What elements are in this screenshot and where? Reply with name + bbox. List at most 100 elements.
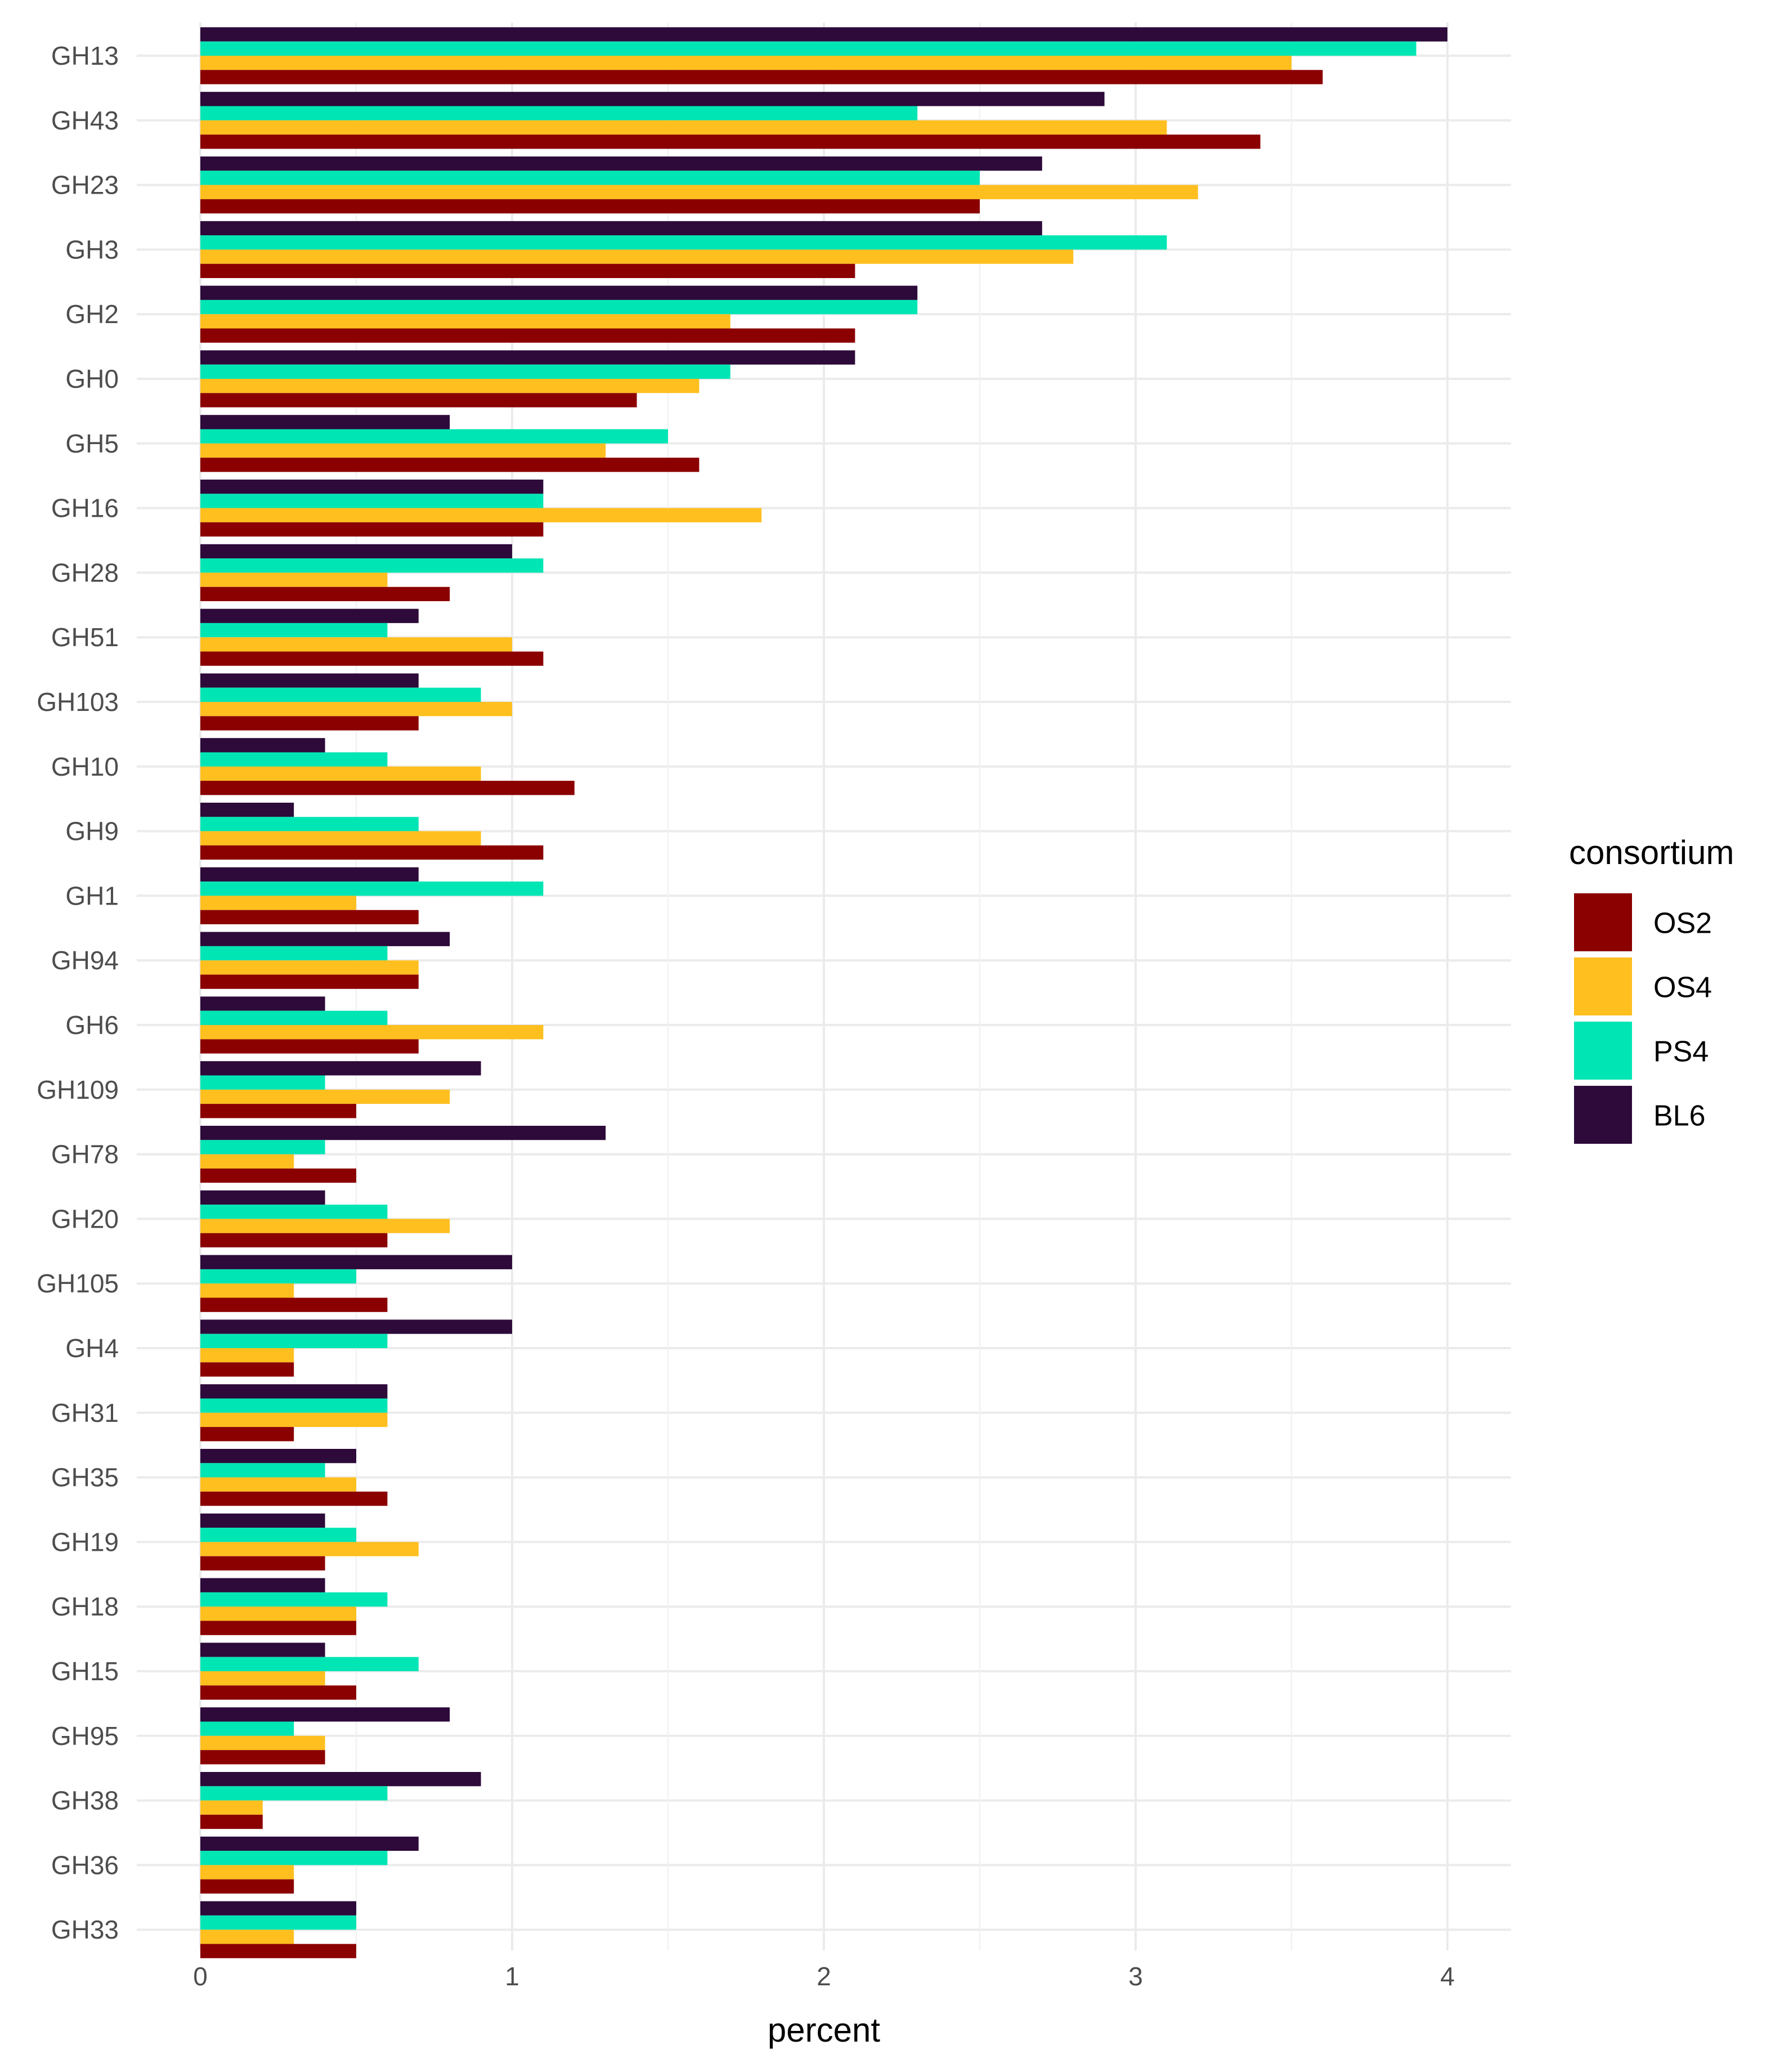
bar-os4-gh3 [200,249,1074,264]
bar-bl6-gh18 [200,1578,325,1592]
bar-os2-gh38 [200,1814,263,1829]
bar-os4-gh18 [200,1606,356,1621]
bar-ps4-gh1 [200,881,544,896]
bar-ps4-gh28 [200,558,544,573]
bar-os4-gh109 [200,1089,450,1104]
y-tick-label: GH51 [51,623,119,652]
legend-key-os2 [1574,893,1632,951]
bar-os2-gh33 [200,1944,356,1958]
y-tick-label: GH103 [37,687,119,717]
bar-bl6-gh35 [200,1449,356,1464]
y-tick-label: GH35 [51,1463,119,1492]
bar-os4-gh43 [200,120,1167,135]
bar-ps4-gh36 [200,1851,388,1865]
bar-bl6-gh78 [200,1126,606,1140]
x-axis-title: percent [768,2011,880,2049]
bar-bl6-gh33 [200,1901,356,1916]
bar-ps4-gh33 [200,1915,356,1930]
bar-ps4-gh10 [200,752,388,767]
legend-label-os2: OS2 [1653,907,1712,940]
y-tick-label: GH13 [51,41,119,70]
bar-ps4-gh94 [200,946,388,961]
bar-os4-gh78 [200,1154,294,1169]
bar-os2-gh31 [200,1427,294,1442]
y-tick-label: GH109 [37,1075,119,1104]
y-tick-label: GH6 [65,1010,119,1040]
y-tick-label: GH33 [51,1915,119,1944]
y-tick-label: GH1 [65,881,119,910]
legend-label-os4: OS4 [1653,972,1712,1004]
bar-os2-gh13 [200,70,1323,84]
y-tick-label: GH78 [51,1140,119,1169]
bar-bl6-gh109 [200,1061,481,1076]
bar-os2-gh105 [200,1297,388,1312]
bar-bl6-gh95 [200,1707,450,1722]
bar-os2-gh94 [200,974,419,989]
bar-os4-gh2 [200,314,730,329]
x-tick-label: 0 [193,1962,208,1991]
bar-ps4-gh18 [200,1592,388,1607]
y-tick-label: GH15 [51,1657,119,1686]
bar-os2-gh78 [200,1168,356,1183]
bar-bl6-gh15 [200,1643,325,1657]
bar-bl6-gh9 [200,803,294,817]
bar-os4-gh13 [200,56,1292,70]
bar-ps4-gh35 [200,1463,325,1478]
bar-os4-gh1 [200,896,356,910]
legend-key-bl6 [1574,1086,1632,1144]
y-tick-label: GH18 [51,1592,119,1621]
y-tick-label: GH23 [51,171,119,200]
y-tick-label: GH10 [51,752,119,781]
bar-bl6-gh28 [200,544,512,559]
bar-os2-gh1 [200,910,419,924]
y-tick-label: GH9 [65,817,119,846]
bar-os2-gh0 [200,393,637,408]
legend-label-ps4: PS4 [1653,1036,1709,1068]
x-axis-ticks: 0 1 2 3 4 [193,1962,1455,1991]
bar-bl6-gh5 [200,415,450,429]
bar-ps4-gh38 [200,1786,388,1801]
y-tick-label: GH0 [65,364,119,393]
y-tick-label: GH16 [51,494,119,523]
bar-os4-gh20 [200,1219,450,1233]
bar-os2-gh3 [200,263,855,278]
y-tick-label: GH28 [51,558,119,587]
bar-os2-gh10 [200,781,575,795]
bar-bl6-gh103 [200,673,419,688]
bar-bl6-gh105 [200,1255,512,1269]
bar-os4-gh94 [200,960,419,975]
bar-os4-gh9 [200,831,481,845]
bar-bl6-gh38 [200,1772,481,1787]
bar-bl6-gh23 [200,156,1042,171]
bar-ps4-gh5 [200,429,668,444]
bar-ps4-gh51 [200,623,388,638]
bar-bl6-gh2 [200,285,918,300]
bar-os4-gh33 [200,1930,294,1944]
bar-os2-gh51 [200,651,544,666]
bar-ps4-gh9 [200,817,419,831]
bar-os4-gh28 [200,572,388,587]
bar-os2-gh18 [200,1621,356,1635]
bar-ps4-gh23 [200,171,980,185]
bar-os4-gh15 [200,1671,325,1686]
bar-os4-gh4 [200,1348,294,1363]
y-tick-label: GH43 [51,106,119,135]
bar-os2-gh9 [200,845,544,860]
bar-ps4-gh4 [200,1333,388,1348]
bar-ps4-gh20 [200,1205,388,1219]
bar-bl6-gh94 [200,932,450,946]
bar-os2-gh95 [200,1750,325,1765]
bar-os2-gh109 [200,1104,356,1118]
y-tick-label: GH94 [51,946,119,975]
bar-os2-gh28 [200,587,450,601]
bar-os4-gh5 [200,443,606,458]
bar-bl6-gh1 [200,867,419,882]
y-tick-label: GH3 [65,235,119,264]
bar-os2-gh103 [200,716,419,731]
x-tick-label: 4 [1440,1962,1455,1991]
bar-bl6-gh3 [200,221,1042,236]
bar-bl6-gh19 [200,1513,325,1528]
bar-os4-gh105 [200,1283,294,1298]
